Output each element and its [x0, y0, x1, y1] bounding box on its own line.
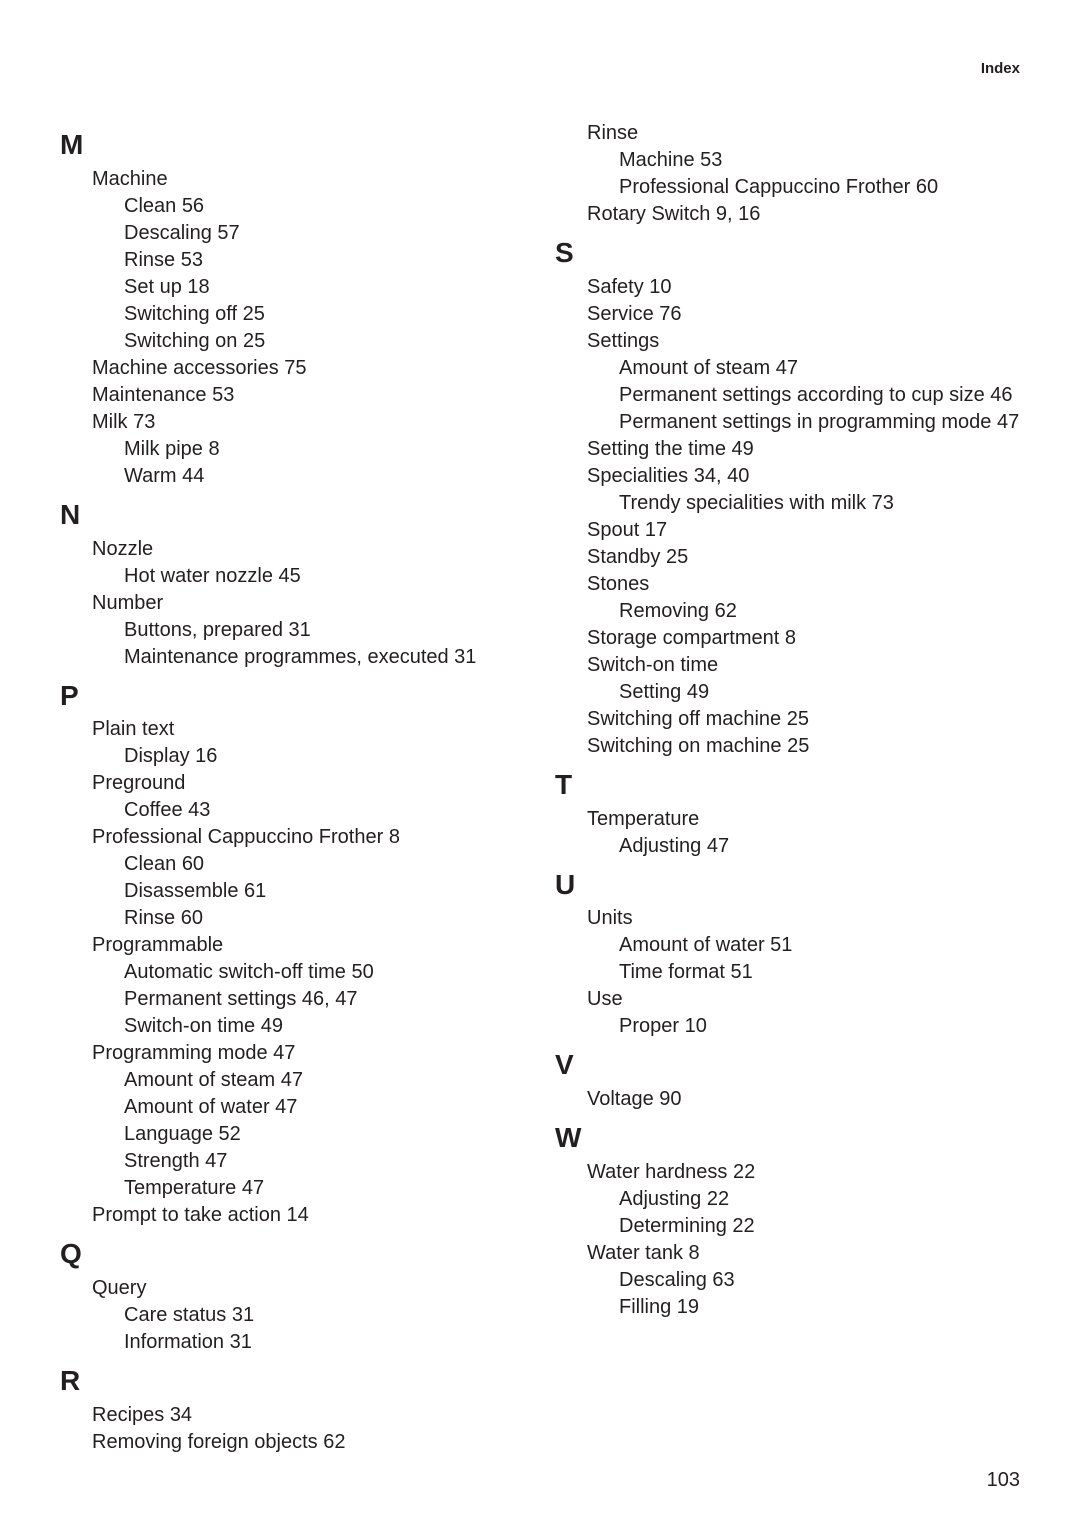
index-entry: Use — [555, 986, 1020, 1013]
index-entry: Programming mode 47 — [60, 1040, 525, 1067]
index-letter: M — [60, 126, 525, 164]
index-letter: V — [555, 1046, 1020, 1084]
index-entry: Switch-on time — [555, 652, 1020, 679]
index-letter: Q — [60, 1235, 525, 1273]
index-subentry: Buttons, prepared 31 — [60, 617, 525, 644]
index-entry: Setting the time 49 — [555, 436, 1020, 463]
index-subentry: Language 52 — [60, 1121, 525, 1148]
index-entry: Safety 10 — [555, 274, 1020, 301]
index-entry: Voltage 90 — [555, 1086, 1020, 1113]
index-subentry: Coffee 43 — [60, 797, 525, 824]
index-entry: Machine accessories 75 — [60, 355, 525, 382]
index-columns: MMachineClean 56Descaling 57Rinse 53Set … — [60, 120, 1020, 1456]
index-subentry: Warm 44 — [60, 463, 525, 490]
index-entry: Rotary Switch 9, 16 — [555, 201, 1020, 228]
index-left-column: MMachineClean 56Descaling 57Rinse 53Set … — [60, 120, 525, 1456]
index-entry: Preground — [60, 770, 525, 797]
index-subentry: Trendy specialities with milk 73 — [555, 490, 1020, 517]
index-entry: Standby 25 — [555, 544, 1020, 571]
index-subentry: Switching on 25 — [60, 328, 525, 355]
index-subentry: Strength 47 — [60, 1148, 525, 1175]
index-entry: Specialities 34, 40 — [555, 463, 1020, 490]
index-subentry: Temperature 47 — [60, 1175, 525, 1202]
index-entry: Prompt to take action 14 — [60, 1202, 525, 1229]
index-subentry: Setting 49 — [555, 679, 1020, 706]
index-subentry: Permanent settings 46, 47 — [60, 986, 525, 1013]
index-subentry: Disassemble 61 — [60, 878, 525, 905]
index-subentry: Professional Cappuccino Frother 60 — [555, 174, 1020, 201]
index-entry: Settings — [555, 328, 1020, 355]
index-entry: Machine — [60, 166, 525, 193]
index-entry: Storage compartment 8 — [555, 625, 1020, 652]
index-letter: R — [60, 1362, 525, 1400]
index-entry: Nozzle — [60, 536, 525, 563]
index-subentry: Determining 22 — [555, 1213, 1020, 1240]
index-subentry: Set up 18 — [60, 274, 525, 301]
index-subentry: Maintenance programmes, executed 31 — [60, 644, 525, 671]
index-letter: P — [60, 677, 525, 715]
index-letter: U — [555, 866, 1020, 904]
index-subentry: Care status 31 — [60, 1302, 525, 1329]
page-number: 103 — [987, 1469, 1020, 1492]
index-subentry: Information 31 — [60, 1329, 525, 1356]
index-subentry: Adjusting 22 — [555, 1186, 1020, 1213]
index-subentry: Rinse 53 — [60, 247, 525, 274]
index-subentry: Descaling 57 — [60, 220, 525, 247]
index-subentry: Rinse 60 — [60, 905, 525, 932]
index-entry: Maintenance 53 — [60, 382, 525, 409]
page-header: Index — [981, 60, 1020, 77]
index-subentry: Hot water nozzle 45 — [60, 563, 525, 590]
index-subentry: Machine 53 — [555, 147, 1020, 174]
index-subentry: Amount of water 47 — [60, 1094, 525, 1121]
index-subentry: Amount of steam 47 — [60, 1067, 525, 1094]
index-subentry: Filling 19 — [555, 1294, 1020, 1321]
index-subentry: Milk pipe 8 — [60, 436, 525, 463]
index-entry: Service 76 — [555, 301, 1020, 328]
index-entry: Rinse — [555, 120, 1020, 147]
index-entry: Stones — [555, 571, 1020, 598]
index-entry: Recipes 34 — [60, 1402, 525, 1429]
index-entry: Query — [60, 1275, 525, 1302]
index-entry: Switching on machine 25 — [555, 733, 1020, 760]
index-subentry: Adjusting 47 — [555, 833, 1020, 860]
index-entry: Programmable — [60, 932, 525, 959]
index-letter: N — [60, 496, 525, 534]
index-subentry: Permanent settings according to cup size… — [555, 382, 1020, 409]
index-entry: Water hardness 22 — [555, 1159, 1020, 1186]
index-entry: Water tank 8 — [555, 1240, 1020, 1267]
index-letter: S — [555, 234, 1020, 272]
index-entry: Units — [555, 905, 1020, 932]
index-subentry: Time format 51 — [555, 959, 1020, 986]
index-entry: Professional Cappuccino Frother 8 — [60, 824, 525, 851]
index-entry: Spout 17 — [555, 517, 1020, 544]
index-subentry: Amount of steam 47 — [555, 355, 1020, 382]
index-entry: Plain text — [60, 716, 525, 743]
index-letter: W — [555, 1119, 1020, 1157]
index-subentry: Proper 10 — [555, 1013, 1020, 1040]
index-subentry: Display 16 — [60, 743, 525, 770]
index-subentry: Descaling 63 — [555, 1267, 1020, 1294]
index-entry: Number — [60, 590, 525, 617]
index-subentry: Removing 62 — [555, 598, 1020, 625]
index-entry: Removing foreign objects 62 — [60, 1429, 525, 1456]
index-entry: Switching off machine 25 — [555, 706, 1020, 733]
index-subentry: Switching off 25 — [60, 301, 525, 328]
index-right-column: RinseMachine 53Professional Cappuccino F… — [555, 120, 1020, 1456]
index-subentry: Clean 56 — [60, 193, 525, 220]
index-subentry: Clean 60 — [60, 851, 525, 878]
index-letter: T — [555, 766, 1020, 804]
index-subentry: Switch-on time 49 — [60, 1013, 525, 1040]
index-entry: Milk 73 — [60, 409, 525, 436]
index-entry: Temperature — [555, 806, 1020, 833]
index-subentry: Amount of water 51 — [555, 932, 1020, 959]
index-subentry: Automatic switch-off time 50 — [60, 959, 525, 986]
index-subentry: Permanent settings in programming mode 4… — [555, 409, 1020, 436]
